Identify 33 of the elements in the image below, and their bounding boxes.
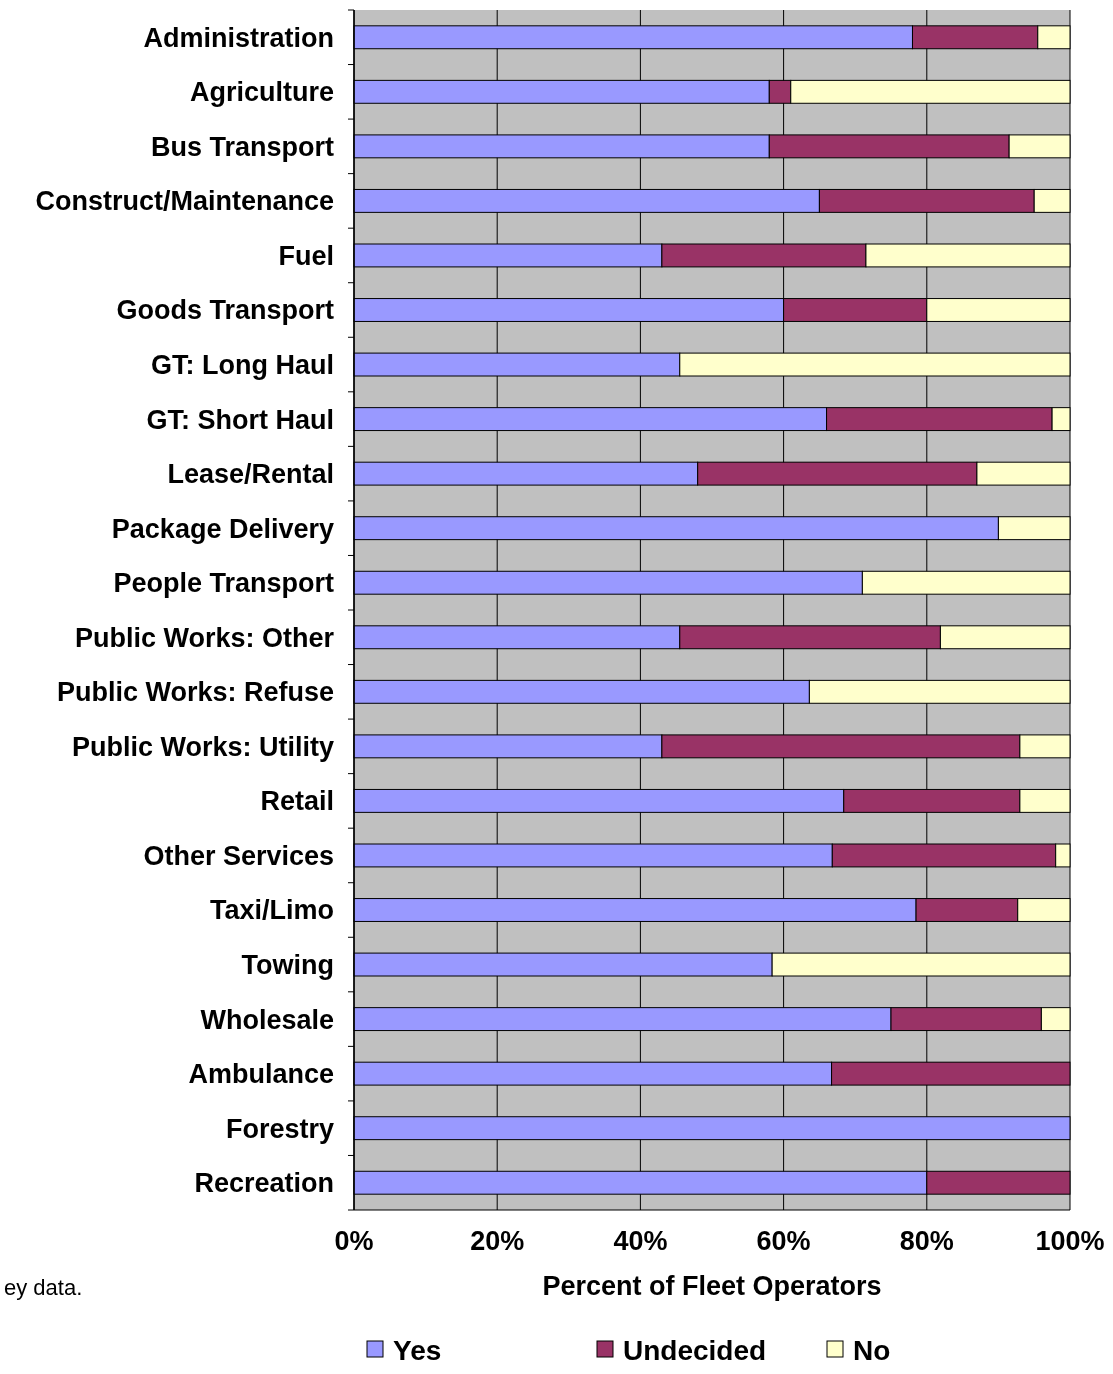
y-tick-label: Ambulance — [188, 1059, 334, 1090]
y-tick-label: Agriculture — [189, 77, 334, 108]
x-axis-title: Percent of Fleet Operators — [542, 1271, 882, 1301]
y-tick-label: Public Works: Utility — [71, 731, 334, 762]
legend-label: No — [853, 1334, 891, 1366]
y-tick-label: Other Services — [143, 840, 334, 871]
text: ey data. — [4, 1275, 83, 1300]
y-tick-label: Forestry — [225, 1113, 334, 1144]
y-tick-label: Package Delivery — [111, 513, 334, 544]
legend-label: Yes — [393, 1334, 442, 1366]
legend-label: Undecided — [623, 1334, 767, 1366]
y-tick-label: Bus Transport — [150, 131, 335, 162]
x-tick-label: 0% — [334, 1226, 374, 1256]
y-tick-label: Wholesale — [200, 1004, 334, 1035]
x-tick-label: 20% — [470, 1226, 525, 1256]
x-tick-label: 100% — [1035, 1226, 1105, 1256]
y-tick-label: GT: Short Haul — [146, 404, 334, 435]
y-tick-label: Fuel — [278, 240, 334, 271]
y-tick-label: Public Works: Refuse — [56, 677, 334, 708]
y-tick-label: Taxi/Limo — [209, 895, 334, 926]
x-tick-label: 60% — [756, 1226, 811, 1256]
y-tick-label: Construct/Maintenance — [35, 186, 334, 217]
y-tick-label: Lease/Rental — [167, 459, 334, 490]
y-tick-label: Towing — [241, 950, 334, 980]
y-tick-label: Goods Transport — [116, 295, 334, 326]
y-tick-label: GT: Long Haul — [151, 350, 334, 380]
x-tick-label: 80% — [899, 1226, 954, 1256]
y-tick-label: Retail — [260, 786, 334, 817]
x-tick-label: 40% — [613, 1226, 668, 1256]
y-tick-label: Public Works: Other — [74, 622, 335, 653]
y-tick-label: People Transport — [113, 568, 334, 599]
y-tick-label: Administration — [143, 22, 334, 53]
y-tick-label: Recreation — [194, 1168, 334, 1199]
